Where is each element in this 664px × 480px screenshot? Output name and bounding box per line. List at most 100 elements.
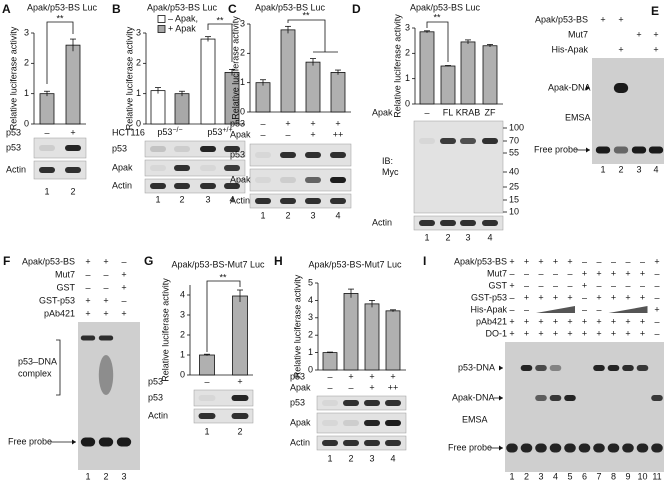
condition-value: – (85, 269, 90, 279)
error-bar (237, 289, 243, 302)
band (636, 365, 649, 371)
blot (144, 178, 246, 194)
lane-number: 2 (103, 471, 108, 480)
blot (33, 160, 87, 180)
band (255, 152, 271, 158)
arrow-head (499, 395, 503, 401)
panel-letter: A (2, 2, 11, 16)
condition-value: – (204, 376, 209, 386)
genotype-label: p53−/− (157, 127, 182, 138)
condition-value: – (44, 127, 49, 137)
band (564, 395, 576, 401)
arrow-head (499, 365, 503, 371)
band (231, 413, 249, 419)
band (622, 443, 634, 453)
band (651, 443, 663, 453)
blot (249, 143, 352, 167)
blot-label: Actin (112, 180, 132, 190)
significance-label: ** (302, 10, 310, 20)
y-tick-label: 1 (308, 347, 313, 357)
condition-value: – (596, 280, 601, 290)
gel (592, 58, 664, 164)
condition-value: + (653, 29, 658, 39)
marker-label: 100 (509, 122, 524, 132)
condition-value: + (625, 292, 630, 302)
condition-label: DO-1 (485, 328, 507, 338)
condition-value: + (369, 382, 374, 392)
band (535, 365, 547, 371)
bar (150, 90, 166, 125)
lane-number: 1 (260, 210, 265, 220)
band (343, 420, 359, 426)
condition-value: + (596, 316, 601, 326)
error-bar (204, 353, 210, 356)
condition-value: – (260, 118, 265, 128)
blot-label: Apak (230, 174, 251, 184)
condition-value: – (625, 256, 630, 266)
lane-number: 1 (509, 471, 514, 480)
bar (200, 38, 216, 125)
band (305, 152, 321, 158)
condition-value: + (524, 316, 529, 326)
band (322, 400, 338, 406)
error-bar (465, 39, 471, 44)
lane-number: 2 (618, 164, 623, 174)
y-tick-label: 0 (240, 106, 245, 116)
condition-value: + (625, 316, 630, 326)
condition-value: + (625, 328, 630, 338)
condition-value: + (600, 14, 605, 24)
condition-value: + (611, 316, 616, 326)
bar (322, 352, 338, 371)
condition-label: Apak/p53-BS (454, 256, 507, 266)
condition-value: ++ (333, 129, 344, 139)
condition-value: + (509, 328, 514, 338)
band (280, 198, 296, 204)
lane-number: 3 (121, 471, 126, 480)
condition-value: – (327, 382, 332, 392)
annotation: complex (18, 368, 52, 378)
condition-label: Apak (290, 382, 311, 392)
band (460, 138, 476, 144)
band (39, 145, 55, 151)
blot-label: IB: (382, 156, 393, 166)
condition-value: FL (443, 107, 454, 117)
condition-value: – (654, 292, 659, 302)
error-bar (445, 65, 451, 67)
band (520, 443, 533, 453)
cell-line-label: HCT116 (112, 127, 145, 137)
condition-value: ZF (485, 107, 496, 117)
condition-label: pAb421 (44, 308, 75, 318)
error-bar (179, 90, 185, 97)
condition-value: + (567, 256, 572, 266)
panel-letter: C (228, 2, 237, 16)
marker-label: 40 (509, 166, 519, 176)
condition-value: + (582, 328, 587, 338)
blot-label: p53 (148, 392, 163, 402)
bar (305, 61, 321, 113)
condition-value: + (567, 316, 572, 326)
band (39, 167, 55, 173)
lane-number: 3 (205, 194, 210, 204)
condition-value: + (582, 280, 587, 290)
y-tick-label: 2 (24, 58, 29, 68)
bar (482, 45, 498, 105)
bar (174, 93, 190, 125)
annotation: EMSA (462, 414, 488, 424)
condition-value: + (538, 328, 543, 338)
y-tick-label: 5 (308, 277, 313, 287)
chart-title: Apak/p53-BS Luc (410, 2, 481, 12)
marker-label: 15 (509, 194, 519, 204)
bar (199, 354, 215, 376)
condition-value: – (424, 107, 429, 117)
condition-value: + (636, 29, 641, 39)
band (385, 420, 401, 426)
blot-label: p53 (6, 142, 21, 152)
blot-label: p53 (112, 143, 127, 153)
condition-value: – (509, 268, 514, 278)
y-tick-label: 0 (24, 118, 29, 128)
lane-number: 3 (369, 453, 374, 463)
band (440, 138, 456, 144)
bar (280, 29, 296, 113)
lane-number: 5 (567, 471, 572, 480)
y-tick-label: 2 (240, 48, 245, 58)
